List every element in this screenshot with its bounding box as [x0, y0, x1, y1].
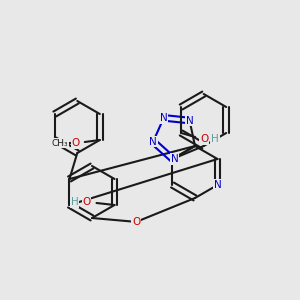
Text: O: O	[72, 138, 80, 148]
Text: N: N	[214, 180, 221, 190]
Text: N: N	[149, 136, 157, 147]
Text: O: O	[200, 134, 208, 144]
Text: N: N	[186, 116, 194, 126]
Text: N: N	[171, 154, 178, 164]
Text: H: H	[70, 197, 78, 207]
Text: O: O	[132, 217, 140, 227]
Text: H: H	[211, 134, 219, 144]
Text: O: O	[82, 197, 91, 207]
Text: N: N	[160, 113, 168, 123]
Text: CH₃: CH₃	[52, 139, 68, 148]
